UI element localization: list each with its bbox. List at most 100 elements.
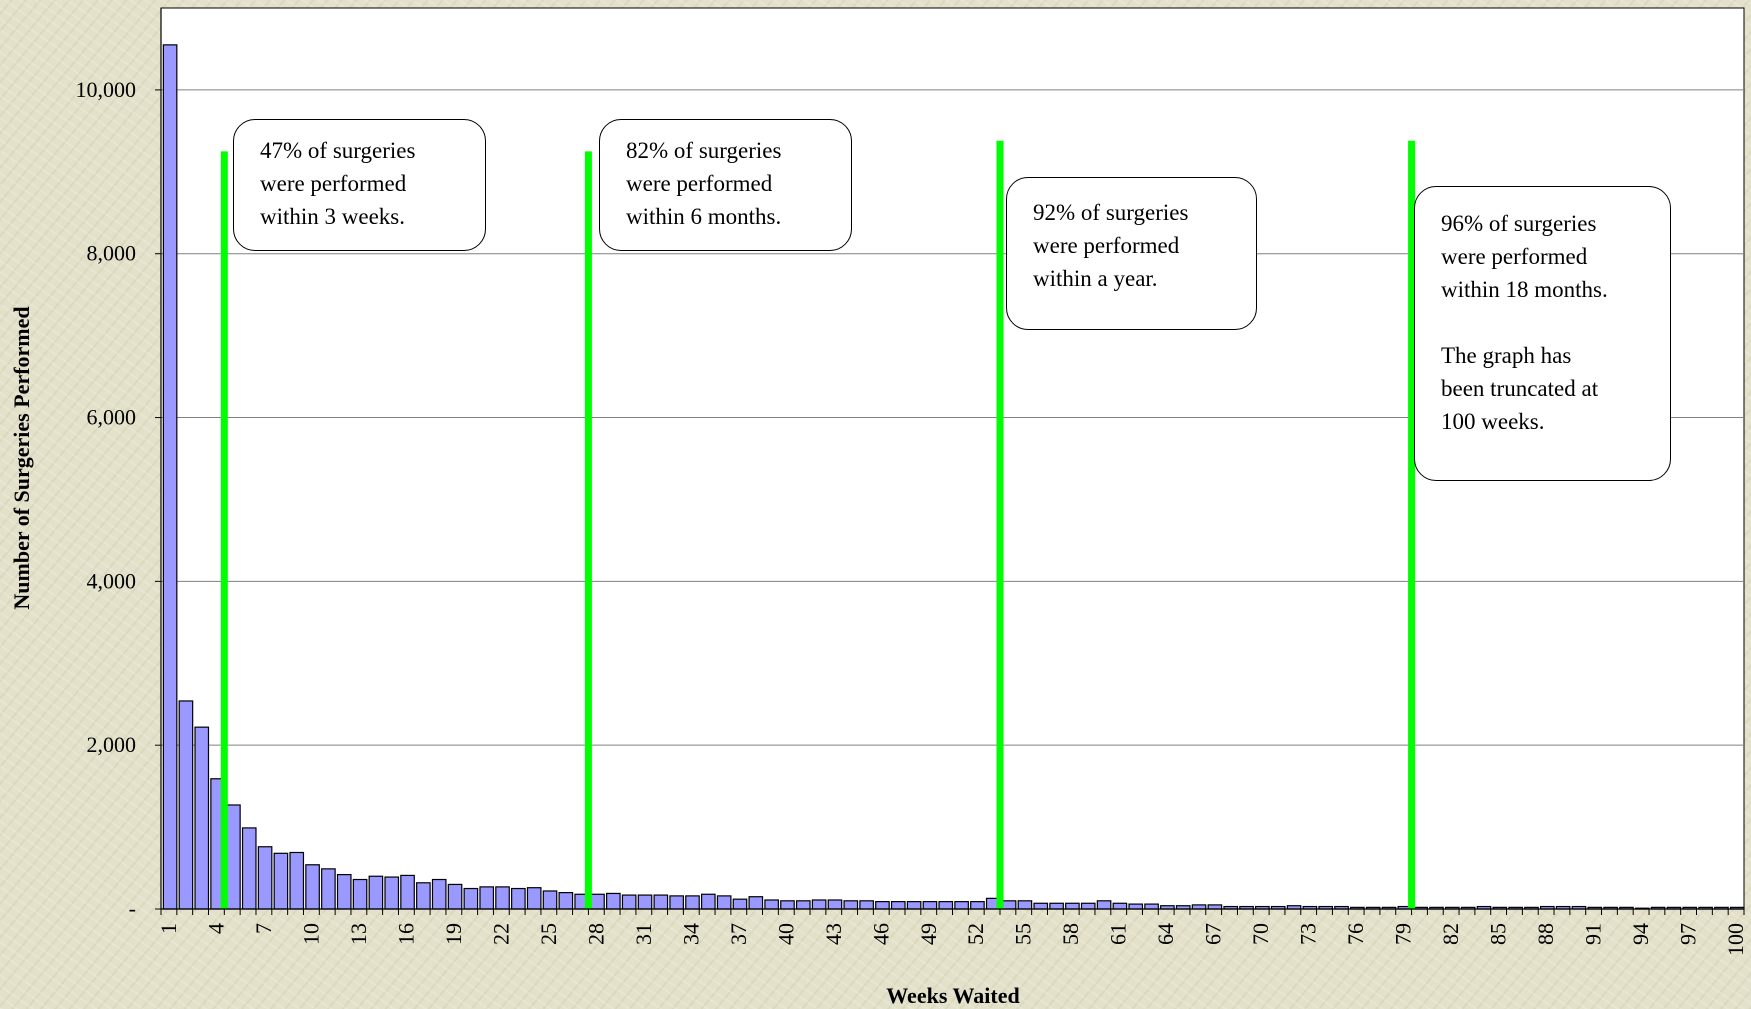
bar xyxy=(526,887,542,910)
x-tick-label: 94 xyxy=(1628,923,1653,945)
annotation-line: 100 weeks. xyxy=(1441,409,1545,434)
bar xyxy=(1080,902,1096,910)
bar xyxy=(1112,902,1128,910)
bar xyxy=(637,894,653,910)
annotation-line: 96% of surgeries xyxy=(1441,211,1597,236)
y-tick-label: 2,000 xyxy=(87,732,137,757)
y-tick-label: 6,000 xyxy=(87,405,137,430)
bar xyxy=(305,864,320,910)
bar xyxy=(384,876,400,910)
y-axis-title: Number of Surgeries Performed xyxy=(9,306,34,609)
x-tick-label: 7 xyxy=(251,923,276,934)
bar xyxy=(1001,900,1017,910)
gridlines xyxy=(161,89,1744,746)
x-tick-label: 61 xyxy=(1106,923,1131,945)
annotation-box-18-months: 96% of surgeries were performed within 18 … xyxy=(1414,186,1671,481)
x-tick-label: 70 xyxy=(1248,923,1273,945)
reference-lines xyxy=(220,140,1416,909)
annotation-line: 92% of surgeries xyxy=(1033,200,1189,225)
x-tick-label: 73 xyxy=(1296,923,1321,945)
x-tick-label: 91 xyxy=(1581,923,1606,945)
x-tick-label: 52 xyxy=(963,923,988,945)
bar xyxy=(590,893,605,910)
bar xyxy=(827,899,843,910)
bar xyxy=(1128,903,1144,910)
bar xyxy=(732,898,748,910)
x-tick-label: 43 xyxy=(821,923,846,945)
bar xyxy=(257,846,273,910)
x-tick-label: 100 xyxy=(1723,923,1748,956)
bar xyxy=(273,852,289,910)
annotation-line: within 3 weeks. xyxy=(260,204,406,229)
bar xyxy=(795,900,811,910)
annotation-line: were performed xyxy=(1033,233,1180,258)
bar xyxy=(194,726,210,910)
annotation-line: within 18 months. xyxy=(1441,277,1608,302)
bar xyxy=(890,901,906,910)
x-tick-label: 46 xyxy=(868,923,893,945)
bar xyxy=(447,883,463,910)
bar xyxy=(1017,900,1033,910)
bar xyxy=(859,900,874,910)
annotation-box-1-year: 92% of surgeries were performed within a y… xyxy=(1006,177,1257,330)
annotation-line: were performed xyxy=(260,171,407,196)
x-tick-label: 88 xyxy=(1533,923,1558,945)
y-tick-labels: - 2,000 4,000 6,000 8,000 10,000 xyxy=(76,77,161,921)
bar xyxy=(606,892,621,910)
annotation-line: within 6 months. xyxy=(626,204,782,229)
x-tick-label: 76 xyxy=(1343,923,1368,945)
x-axis-title: Weeks Waited xyxy=(886,983,1019,1008)
x-tick-labels: 1 4 7 10 13 16 19 22 25 28 31 34 37 40 43 46 49 52 55 58 61 6… xyxy=(156,909,1748,956)
x-tick-label: 13 xyxy=(346,923,371,945)
x-tick-label: 40 xyxy=(773,923,798,945)
bar xyxy=(954,901,969,910)
x-tick-label: 19 xyxy=(441,923,466,945)
y-tick-label: 10,000 xyxy=(76,77,137,102)
bar xyxy=(352,878,368,910)
x-tick-label: 64 xyxy=(1153,923,1178,945)
bar xyxy=(1033,902,1049,910)
x-tick-label: 67 xyxy=(1201,923,1226,945)
bar xyxy=(1191,904,1207,910)
annotation-line: were performed xyxy=(626,171,773,196)
x-tick-label: 85 xyxy=(1486,923,1511,945)
bar xyxy=(970,901,985,910)
annotation-box-3-weeks: 47% of surgeries were performed within 3 w… xyxy=(233,119,486,251)
x-tick-label: 37 xyxy=(726,923,751,945)
bar xyxy=(875,901,890,910)
x-tick-label: 28 xyxy=(583,923,608,945)
bar xyxy=(241,827,257,910)
annotation-line: been truncated at xyxy=(1441,376,1599,401)
bar xyxy=(178,700,194,910)
bar xyxy=(368,875,384,910)
bar xyxy=(811,899,827,910)
bar xyxy=(336,873,352,910)
annotation-line: The graph has xyxy=(1441,343,1572,368)
x-tick-label: 16 xyxy=(393,923,418,945)
x-tick-label: 49 xyxy=(916,923,941,945)
bars xyxy=(162,44,1745,910)
bar xyxy=(843,900,859,910)
bar xyxy=(938,901,954,910)
bar xyxy=(289,851,305,910)
bar xyxy=(1096,900,1112,910)
bar xyxy=(906,901,922,910)
bar xyxy=(431,878,447,910)
x-tick-label: 82 xyxy=(1438,923,1463,945)
x-tick-label: 1 xyxy=(156,923,181,934)
bar xyxy=(321,868,336,910)
x-tick-label: 31 xyxy=(631,923,656,945)
bar xyxy=(669,895,684,910)
bar xyxy=(511,887,526,910)
annotation-line xyxy=(1441,306,1660,339)
bar xyxy=(748,896,764,910)
bar xyxy=(764,899,779,910)
x-tick-label: 55 xyxy=(1011,923,1036,945)
y-tick-label: 8,000 xyxy=(87,241,137,266)
bar xyxy=(479,886,495,910)
annotation-line: 82% of surgeries xyxy=(626,138,782,163)
bar xyxy=(1049,902,1064,910)
x-tick-label: 22 xyxy=(488,923,513,945)
annotation-line: 47% of surgeries xyxy=(260,138,416,163)
x-tick-label: 4 xyxy=(203,923,228,934)
